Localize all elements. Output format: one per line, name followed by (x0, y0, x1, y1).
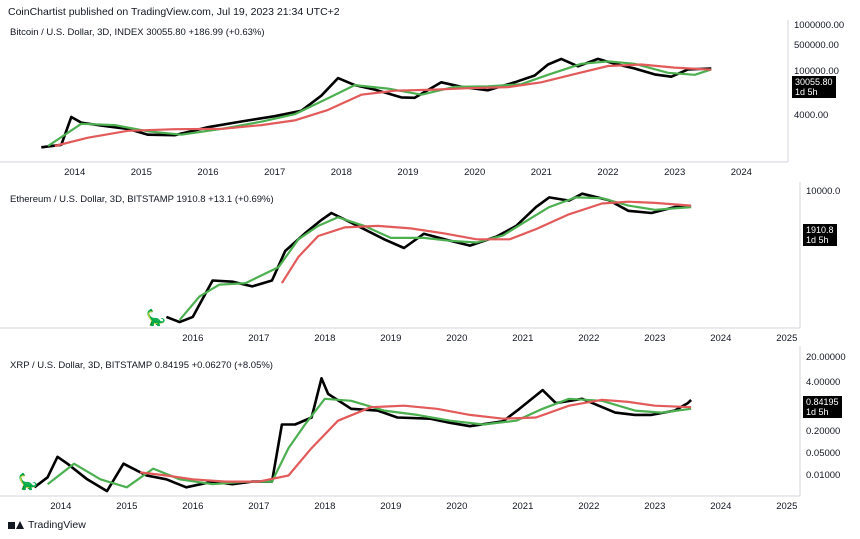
xrp-panel: XRP / U.S. Dollar, 3D, BITSTAMP 0.84195 … (0, 346, 860, 516)
y-tick-label: 0.01000 (806, 470, 840, 481)
bitcoin-panel: Bitcoin / U.S. Dollar, 3D, INDEX 30055.8… (0, 20, 860, 180)
x-tick-label: 2019 (380, 333, 401, 344)
x-tick-label: 2022 (578, 501, 599, 512)
x-tick-label: 2021 (512, 501, 533, 512)
x-tick-label: 2020 (464, 167, 485, 178)
y-tick-label: 4000.00 (794, 110, 828, 121)
footer-brand[interactable]: TradingView (8, 519, 86, 531)
y-tick-label: 500000.00 (794, 40, 839, 51)
x-tick-label: 2021 (531, 167, 552, 178)
price-line (41, 57, 712, 149)
x-tick-label: 2023 (664, 167, 685, 178)
fast-ma-line (46, 397, 692, 489)
footer-brand-label: TradingView (28, 519, 86, 531)
x-tick-label: 2016 (197, 167, 218, 178)
ethereum-panel-title: Ethereum / U.S. Dollar, 3D, BITSTAMP 191… (10, 194, 274, 205)
x-tick-label: 2018 (314, 333, 335, 344)
x-tick-label: 2017 (248, 333, 269, 344)
x-tick-label: 2018 (314, 501, 335, 512)
x-tick-label: 2025 (776, 501, 797, 512)
x-tick-label: 2023 (644, 333, 665, 344)
x-tick-label: 2019 (380, 501, 401, 512)
y-tick-label: 20.00000 (806, 352, 846, 363)
xrp-timer-label: 1d 5h (806, 407, 829, 417)
dino-icon: 🦕 (146, 310, 166, 327)
bitcoin-timer-label: 1d 5h (795, 87, 818, 97)
bitcoin-price-box: 30055.80 1d 5h (792, 76, 836, 98)
x-tick-label: 2016 (182, 501, 203, 512)
price-line (165, 192, 692, 324)
y-tick-label: 0.20000 (806, 426, 840, 437)
x-tick-label: 2016 (182, 333, 203, 344)
xrp-price-label: 0.84195 (806, 397, 839, 407)
slow-ma-line (280, 200, 692, 284)
bitcoin-panel-title: Bitcoin / U.S. Dollar, 3D, INDEX 30055.8… (10, 27, 265, 38)
ethereum-price-box: 1910.8 1d 5h (803, 224, 837, 246)
x-tick-label: 2018 (331, 167, 352, 178)
ethereum-price-label: 1910.8 (806, 225, 834, 235)
y-tick-label: 10000.0 (806, 186, 840, 197)
x-tick-label: 2023 (644, 501, 665, 512)
price-line (33, 377, 692, 493)
x-tick-label: 2015 (131, 167, 152, 178)
xrp-panel-title: XRP / U.S. Dollar, 3D, BITSTAMP 0.84195 … (10, 360, 273, 371)
x-tick-label: 2019 (397, 167, 418, 178)
slow-ma-line (54, 63, 712, 148)
ethereum-panel: Ethereum / U.S. Dollar, 3D, BITSTAMP 191… (0, 182, 860, 344)
x-tick-label: 2020 (446, 333, 467, 344)
dino-icon: 🦕 (18, 474, 38, 491)
x-tick-label: 2022 (597, 167, 618, 178)
x-tick-label: 2021 (512, 333, 533, 344)
xrp-chart[interactable]: 2014 2015 2016 2017 2018 2019 2020 2021 2022 2023… (0, 346, 860, 516)
ethereum-chart[interactable]: 2016 2017 2018 2019 2020 2021 2022 2023 2024 2025… (0, 182, 860, 344)
y-tick-label: 100000.00 (794, 66, 839, 77)
x-tick-label: 2015 (116, 501, 137, 512)
tradingview-logo-icon (8, 520, 24, 530)
y-tick-label: 4.00000 (806, 377, 840, 388)
publisher-line: CoinChartist published on TradingView.co… (8, 6, 340, 18)
x-tick-label: 2014 (64, 167, 85, 178)
x-tick-label: 2020 (446, 501, 467, 512)
x-tick-label: 2022 (578, 333, 599, 344)
x-tick-label: 2025 (776, 333, 797, 344)
x-tick-label: 2024 (710, 501, 731, 512)
x-tick-label: 2017 (264, 167, 285, 178)
bitcoin-chart[interactable]: 2014 2015 2016 2017 2018 2019 2020 2021 2022 2023… (0, 20, 860, 180)
bitcoin-price-label: 30055.80 (795, 77, 833, 87)
slow-ma-line (139, 398, 692, 483)
x-tick-label: 2017 (248, 501, 269, 512)
x-tick-label: 2024 (731, 167, 752, 178)
y-tick-label: 1000000.00 (794, 20, 844, 31)
x-tick-label: 2024 (710, 333, 731, 344)
xrp-price-box: 0.84195 1d 5h (803, 396, 842, 418)
fast-ma-line (47, 60, 712, 147)
ethereum-timer-label: 1d 5h (806, 235, 829, 245)
fast-ma-line (178, 196, 692, 321)
y-tick-label: 0.05000 (806, 448, 840, 459)
x-tick-label: 2014 (50, 501, 71, 512)
